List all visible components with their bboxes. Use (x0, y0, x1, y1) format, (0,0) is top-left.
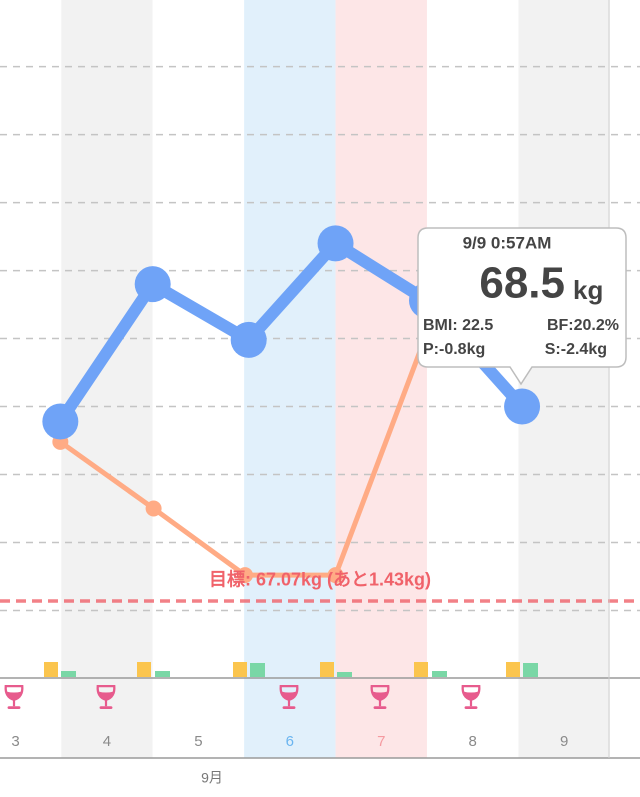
tooltip-box (417, 227, 627, 386)
day-label: 9 (560, 733, 568, 750)
indicator (155, 671, 170, 677)
data-point (237, 567, 254, 584)
data-point (42, 403, 79, 440)
day-band (61, 0, 153, 758)
tooltip-bmi: BMI: 22.5 (423, 317, 493, 334)
tooltip-s: S:-2.4kg (545, 341, 607, 358)
day-band (244, 0, 336, 758)
indicator (44, 662, 58, 677)
day-band (518, 0, 610, 758)
indicator (523, 663, 538, 677)
grid (0, 65, 640, 612)
day-label: 3 (11, 733, 19, 750)
indicator (320, 662, 334, 677)
day-label: 8 (469, 733, 477, 750)
day-label: 6 (286, 733, 294, 750)
day-label: 4 (103, 733, 111, 750)
data-point (317, 225, 354, 262)
data-point (327, 567, 344, 584)
indicator (414, 662, 428, 677)
tooltip: 9/9 0:57AM 68.5 kg BMI: 22.5 BF:20.2% P:… (417, 227, 627, 386)
tooltip-unit: kg (573, 275, 603, 305)
day-band (0, 0, 62, 758)
indicator (432, 671, 447, 677)
tooltip-date: 9/9 0:57AM (463, 233, 552, 252)
tooltip-value: 68.5 (479, 259, 565, 308)
day-band (335, 0, 427, 758)
indicator (250, 663, 265, 677)
daily-indicators (44, 662, 538, 677)
day-label: 5 (194, 733, 202, 750)
indicator (233, 662, 247, 677)
month-label: 9月 (201, 770, 223, 786)
data-point (230, 321, 267, 358)
indicator (337, 672, 352, 677)
data-point (134, 266, 171, 303)
tooltip-bf: BF:20.2% (547, 317, 619, 334)
tooltip-p: P:-0.8kg (423, 341, 485, 358)
data-point (504, 388, 541, 425)
goal-label: 目標: 67.07kg (あと1.43kg) (209, 569, 431, 590)
day-band (152, 0, 245, 758)
day-label: 7 (377, 733, 385, 750)
indicator (137, 662, 151, 677)
data-point (145, 500, 162, 517)
day-labels: 3 4 5 6 7 8 9 (11, 733, 568, 750)
indicator (506, 662, 520, 677)
indicator (61, 671, 76, 677)
